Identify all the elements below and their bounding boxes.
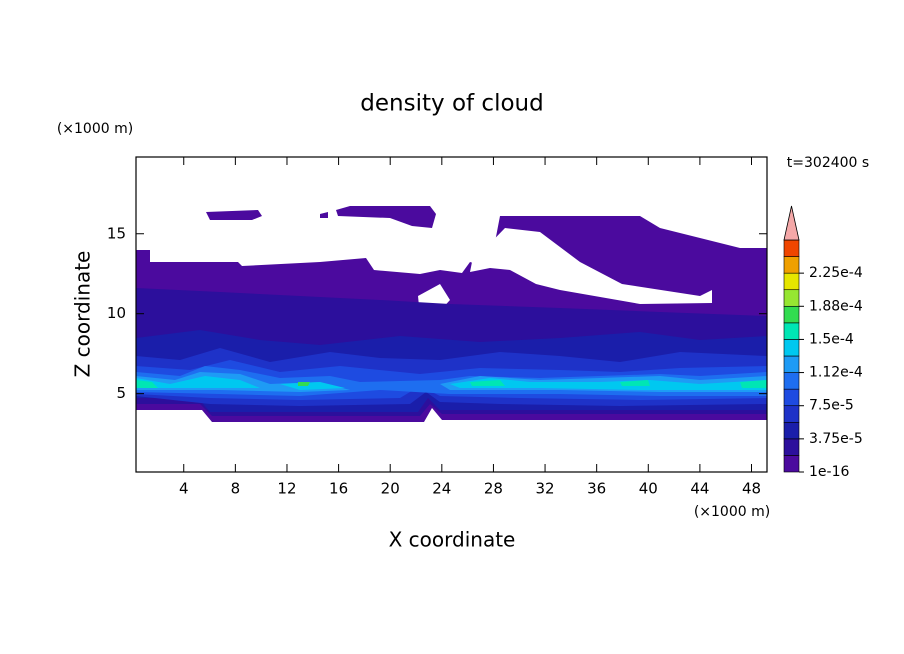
plot-frame <box>135 156 768 473</box>
contour-region <box>336 206 436 228</box>
colorbar-bin <box>783 339 800 357</box>
colorbar-bin <box>783 421 800 440</box>
colorbar-bin <box>783 388 800 407</box>
colorbar-label: 1.12e-4 <box>809 365 863 381</box>
x-tick-label: 4 <box>179 480 189 498</box>
colorbar-bin <box>783 272 800 291</box>
x-tick-label: 32 <box>536 480 555 498</box>
colorbar-bin <box>783 305 800 324</box>
colorbar-extension <box>783 205 800 241</box>
colorbar-bin <box>783 405 800 423</box>
colorbar-bin <box>783 322 800 340</box>
chart-title: density of cloud <box>360 91 543 117</box>
contour-region <box>450 378 767 390</box>
x-tick-label: 24 <box>432 480 451 498</box>
x-tick-label: 36 <box>587 480 606 498</box>
y-tick-label: 10 <box>107 304 126 322</box>
contour-region <box>136 380 158 388</box>
time-label: t=302400 s <box>787 155 869 171</box>
x-axis-title: X coordinate <box>389 528 516 552</box>
x-tick-label: 12 <box>277 480 296 498</box>
x-unit: (×1000 m) <box>694 504 770 520</box>
contour-region <box>470 380 505 386</box>
contour-region <box>320 212 328 218</box>
colorbar-label: 1e-16 <box>809 464 849 480</box>
x-tick-label: 20 <box>381 480 400 498</box>
colorbar-label: 1.5e-4 <box>809 331 854 347</box>
x-tick-label: 16 <box>329 480 348 498</box>
y-axis-title: Z coordinate <box>71 251 95 378</box>
colorbar-label: 7.5e-5 <box>809 398 854 414</box>
colorbar-bin <box>783 239 800 257</box>
contour-region <box>620 380 650 386</box>
colorbar-label: 1.88e-4 <box>809 298 863 314</box>
y-tick-label: 15 <box>107 224 126 242</box>
contour-region <box>740 380 767 388</box>
colorbar-label: 3.75e-5 <box>809 431 863 447</box>
colorbar-bin <box>783 355 800 373</box>
colorbar-bin <box>783 455 800 473</box>
colorbar-label: 2.25e-4 <box>809 265 863 281</box>
y-unit: (×1000 m) <box>57 121 133 137</box>
colorbar-bin <box>783 256 800 274</box>
colorbar-bin <box>783 438 800 456</box>
y-tick-label: 5 <box>116 384 126 402</box>
x-tick-label: 28 <box>484 480 503 498</box>
contour-region <box>298 382 310 386</box>
gap-region <box>470 228 712 304</box>
x-tick-label: 48 <box>742 480 761 498</box>
x-tick-label: 8 <box>231 480 241 498</box>
x-tick-label: 40 <box>639 480 658 498</box>
colorbar-bin <box>783 289 800 307</box>
x-tick-label: 44 <box>690 480 709 498</box>
contour-field <box>136 206 767 422</box>
contour-region <box>280 382 345 390</box>
colorbar-bin <box>783 372 800 390</box>
contour-region <box>206 210 262 220</box>
contour-region <box>136 376 260 388</box>
